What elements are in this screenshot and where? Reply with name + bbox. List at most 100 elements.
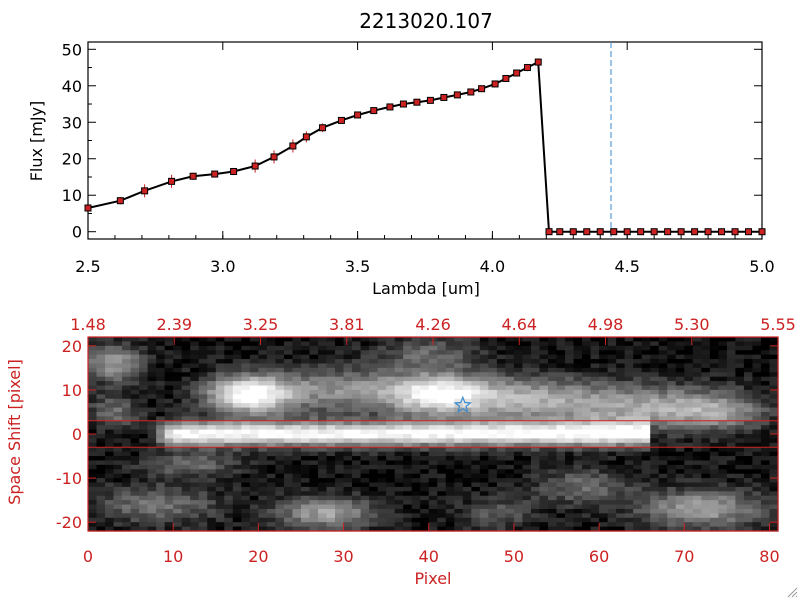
heatmap-cell [215, 389, 225, 395]
heatmap-cell [352, 442, 362, 448]
heatmap-cell [445, 367, 455, 373]
heatmap-cell [403, 341, 413, 347]
heatmap-cell [496, 500, 507, 506]
heatmap-cell [343, 350, 353, 356]
heatmap-cell [718, 500, 728, 506]
heatmap-cell [437, 381, 447, 387]
heatmap-cell [522, 359, 532, 365]
flux-data-point [523, 64, 531, 72]
heatmap-cell [505, 464, 515, 470]
heatmap-cell [752, 434, 762, 440]
heatmap-cell [701, 500, 711, 506]
heatmap-cell [445, 372, 455, 378]
heatmap-cell [232, 495, 242, 501]
heatmap-cell [471, 469, 481, 475]
image-top-tick-label: 1.48 [70, 315, 106, 334]
heatmap-cell [548, 517, 558, 523]
heatmap-cell [215, 478, 225, 484]
heatmap-cell [616, 411, 626, 417]
heatmap-cell [692, 508, 702, 514]
heatmap-cell [692, 407, 702, 413]
heatmap-cell [198, 447, 208, 453]
heatmap-cell [369, 389, 379, 395]
heatmap-cell [224, 429, 234, 435]
heatmap-cell [122, 425, 132, 431]
heatmap-cell [539, 495, 549, 501]
heatmap-cell [479, 500, 489, 506]
heatmap-cell [726, 425, 737, 431]
heatmap-cell [173, 385, 183, 391]
heatmap-cell [232, 486, 242, 492]
heatmap-cell [496, 473, 507, 479]
heatmap-cell [198, 442, 208, 448]
heatmap-cell [709, 429, 719, 435]
heatmap-cell [360, 473, 370, 479]
heatmap-cell [760, 341, 771, 347]
heatmap-cell [743, 434, 754, 440]
heatmap-cell [420, 385, 430, 391]
heatmap-cell [752, 345, 762, 351]
heatmap-cell [513, 411, 524, 417]
heatmap-cell [283, 478, 294, 484]
heatmap-cell [445, 337, 455, 343]
heatmap-cell [692, 486, 702, 492]
heatmap-cell [769, 447, 779, 453]
heatmap-cell [241, 451, 251, 457]
heatmap-cell [411, 372, 421, 378]
heatmap-cell [164, 508, 174, 514]
heatmap-cell [684, 473, 694, 479]
heatmap-cell [105, 478, 115, 484]
heatmap-cell [198, 420, 208, 426]
heatmap-cell [207, 508, 217, 514]
heatmap-cell [462, 337, 472, 343]
heatmap-cell [692, 491, 702, 497]
heatmap-cell [403, 469, 413, 475]
heatmap-cell [454, 359, 464, 365]
heatmap-cell [249, 420, 259, 426]
heatmap-cell [522, 526, 532, 532]
heatmap-cell [164, 482, 174, 488]
heatmap-cell [769, 403, 779, 409]
heatmap-cell [343, 411, 353, 417]
heatmap-cell [769, 473, 779, 479]
heatmap-cell [96, 491, 106, 497]
heatmap-cell [641, 513, 651, 519]
heatmap-cell [505, 486, 515, 492]
heatmap-cell [292, 429, 302, 435]
heatmap-cell [156, 517, 166, 523]
heatmap-cell [215, 442, 225, 448]
heatmap-cell [471, 394, 481, 400]
heatmap-cell [692, 464, 702, 470]
heatmap-cell [207, 403, 217, 409]
heatmap-cell [335, 447, 345, 453]
heatmap-cell [283, 464, 294, 470]
heatmap-cell [275, 495, 285, 501]
heatmap-cell [403, 495, 413, 501]
heatmap-cell [164, 389, 174, 395]
heatmap-cell [667, 469, 677, 475]
heatmap-cell [616, 403, 626, 409]
heatmap-cell [633, 504, 643, 510]
heatmap-cell [556, 381, 566, 387]
heatmap-cell [139, 337, 149, 343]
heatmap-cell [181, 429, 191, 435]
heatmap-cell [641, 517, 651, 523]
heatmap-cell [556, 434, 566, 440]
heatmap-cell [760, 486, 771, 492]
heatmap-cell [667, 513, 677, 519]
heatmap-cell [752, 354, 762, 360]
heatmap-cell [445, 500, 455, 506]
flux-data-point [569, 228, 577, 236]
heatmap-cell [616, 508, 626, 514]
heatmap-cell [420, 469, 430, 475]
heatmap-cell [565, 456, 575, 462]
heatmap-cell [156, 354, 166, 360]
heatmap-cell [275, 438, 285, 444]
heatmap-cell [403, 385, 413, 391]
heatmap-cell [735, 434, 745, 440]
heatmap-cell [692, 478, 702, 484]
heatmap-cell [173, 372, 183, 378]
resize-grip-icon[interactable] [786, 586, 798, 598]
heatmap-cell [658, 447, 668, 453]
heatmap-cell [692, 522, 702, 528]
